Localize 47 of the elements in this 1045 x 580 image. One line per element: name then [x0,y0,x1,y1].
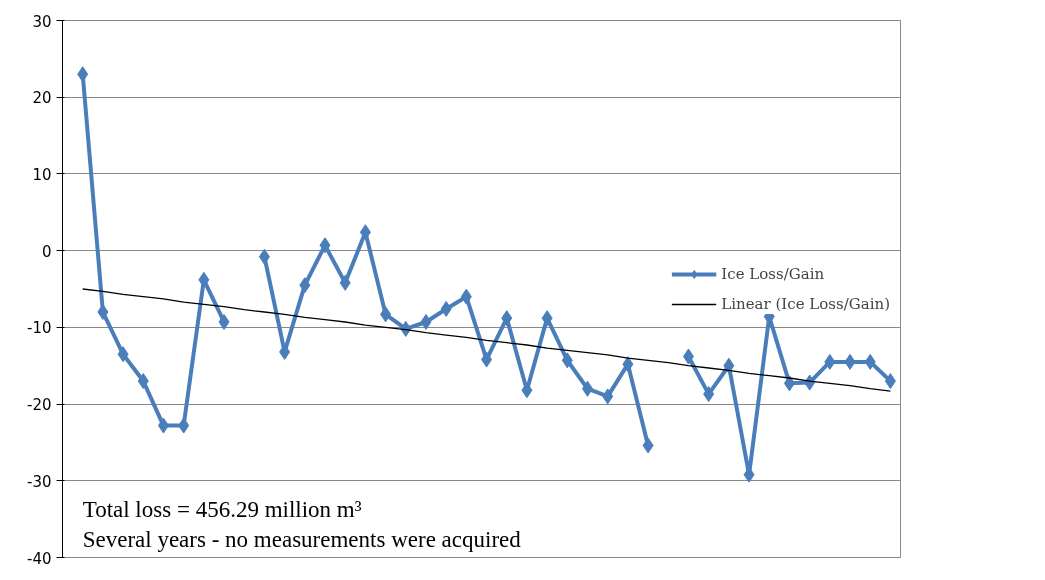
y-tick-label: -10 [27,319,52,338]
point [97,304,109,321]
point [824,353,836,370]
point [380,306,392,323]
point [339,274,351,291]
point [844,353,856,370]
point [602,388,614,405]
point [703,386,715,403]
point [157,417,169,434]
point [501,310,513,327]
y-tick-label: 20 [32,89,52,108]
point [723,357,735,374]
point [622,356,634,373]
annotation: Total loss = 456.29 million m³ [82,496,362,522]
point [218,313,230,330]
y-tick-label: -20 [27,396,52,415]
point [864,353,876,370]
y-tick-label: 0 [41,242,52,261]
legend-label: Linear (Ice Loss/Gain) [721,294,890,313]
point [783,375,795,392]
point [481,351,493,368]
point [299,277,311,294]
point [884,373,896,390]
point [77,66,89,83]
point [258,248,270,265]
point [198,271,210,288]
point [682,348,694,365]
y-tick-label: -30 [27,472,52,491]
annotation: Several years - no measurements were acquired [82,526,522,552]
point [420,313,432,330]
y-tick-label: 10 [32,165,52,184]
point [359,224,371,241]
y-tick-label: -40 [27,549,52,568]
line-series [82,288,892,392]
point [319,237,331,254]
point [440,300,452,317]
point [117,346,129,363]
point [582,380,594,397]
point [642,437,654,454]
point [137,373,149,390]
y-tick-label: 30 [32,12,52,31]
point [561,352,573,369]
legend-label: Ice Loss/Gain [721,264,825,283]
point [541,310,553,327]
point [521,382,533,399]
point [460,288,472,305]
point [178,417,190,434]
